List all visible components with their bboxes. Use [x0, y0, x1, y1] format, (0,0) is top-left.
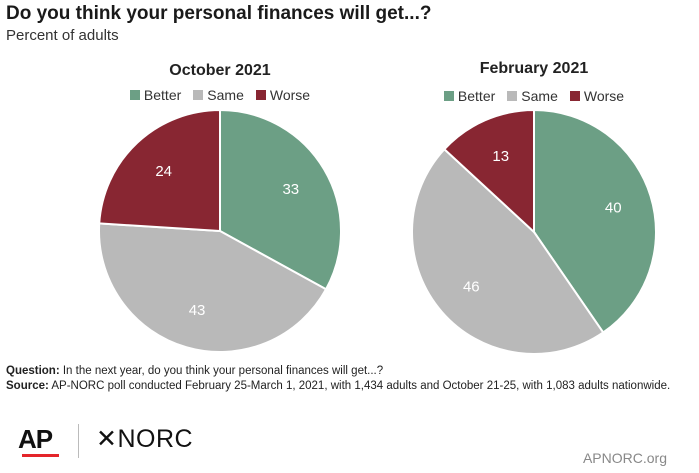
footer: AP ✕NORC APNORC.org	[0, 414, 699, 473]
legend-swatch-better	[443, 91, 454, 101]
source-text: AP-NORC poll conducted February 25-March…	[48, 380, 671, 392]
legend-swatch-worse	[255, 90, 266, 100]
legend: Better Same Worse	[410, 88, 658, 104]
pie-slice-worse	[98, 108, 221, 233]
pie-title: February 2021	[479, 60, 589, 77]
legend: Better Same Worse	[97, 87, 343, 103]
data-label-worse: 24	[155, 163, 172, 180]
data-label-worse: 13	[492, 148, 509, 165]
legend-label: Same	[207, 87, 244, 103]
legend-item-same: Same	[193, 87, 244, 103]
pie-slice-same	[411, 147, 605, 355]
legend-swatch-worse	[569, 91, 580, 101]
data-label-better: 33	[282, 181, 299, 198]
logo-divider	[78, 424, 79, 458]
site-link: APNORC.org	[582, 450, 667, 466]
pie-slice-worse	[442, 108, 535, 235]
source-note: Source: AP-NORC poll conducted February …	[6, 379, 670, 394]
pie-slice-better	[533, 108, 657, 334]
question-text: In the next year, do you think your pers…	[59, 365, 384, 377]
pie-svg: 40 46 13	[411, 108, 657, 355]
data-label-same: 46	[463, 278, 480, 295]
chart-title: Do you think your personal finances will…	[6, 3, 432, 24]
source-label: Source:	[6, 380, 49, 392]
legend-item-worse: Worse	[569, 88, 625, 104]
legend-label: Same	[521, 88, 558, 104]
legend-label: Better	[457, 88, 496, 104]
legend-label: Worse	[583, 88, 625, 104]
pie-svg: 33 43 24	[98, 108, 342, 353]
ap-logo-underline	[22, 454, 59, 457]
chart-notes: Question: In the next year, do you think…	[6, 364, 670, 394]
ap-logo: AP	[18, 424, 53, 454]
data-label-better: 40	[605, 199, 622, 216]
pie-title: October 2021	[169, 62, 271, 79]
question-label: Question:	[6, 365, 60, 377]
pie-slice-better	[219, 108, 342, 291]
chart-subtitle: Percent of adults	[6, 27, 119, 44]
legend-item-better: Better	[443, 88, 496, 104]
legend-swatch-same	[507, 91, 518, 101]
legend-swatch-same	[193, 90, 204, 100]
pie-slice-same	[98, 222, 328, 353]
legend-item-same: Same	[507, 88, 558, 104]
legend-item-better: Better	[129, 87, 182, 103]
legend-label: Better	[143, 87, 182, 103]
data-label-same: 43	[189, 302, 206, 319]
norc-logo: ✕NORC	[96, 425, 194, 453]
legend-item-worse: Worse	[255, 87, 311, 103]
legend-label: Worse	[269, 87, 311, 103]
pie-chart-october-2021: October 2021 Better Same Worse 33 43 24	[97, 58, 343, 358]
question-note: Question: In the next year, do you think…	[6, 364, 670, 379]
legend-swatch-better	[129, 90, 140, 100]
pie-chart-february-2021: February 2021 Better Same Worse 40 46 13	[410, 58, 658, 358]
